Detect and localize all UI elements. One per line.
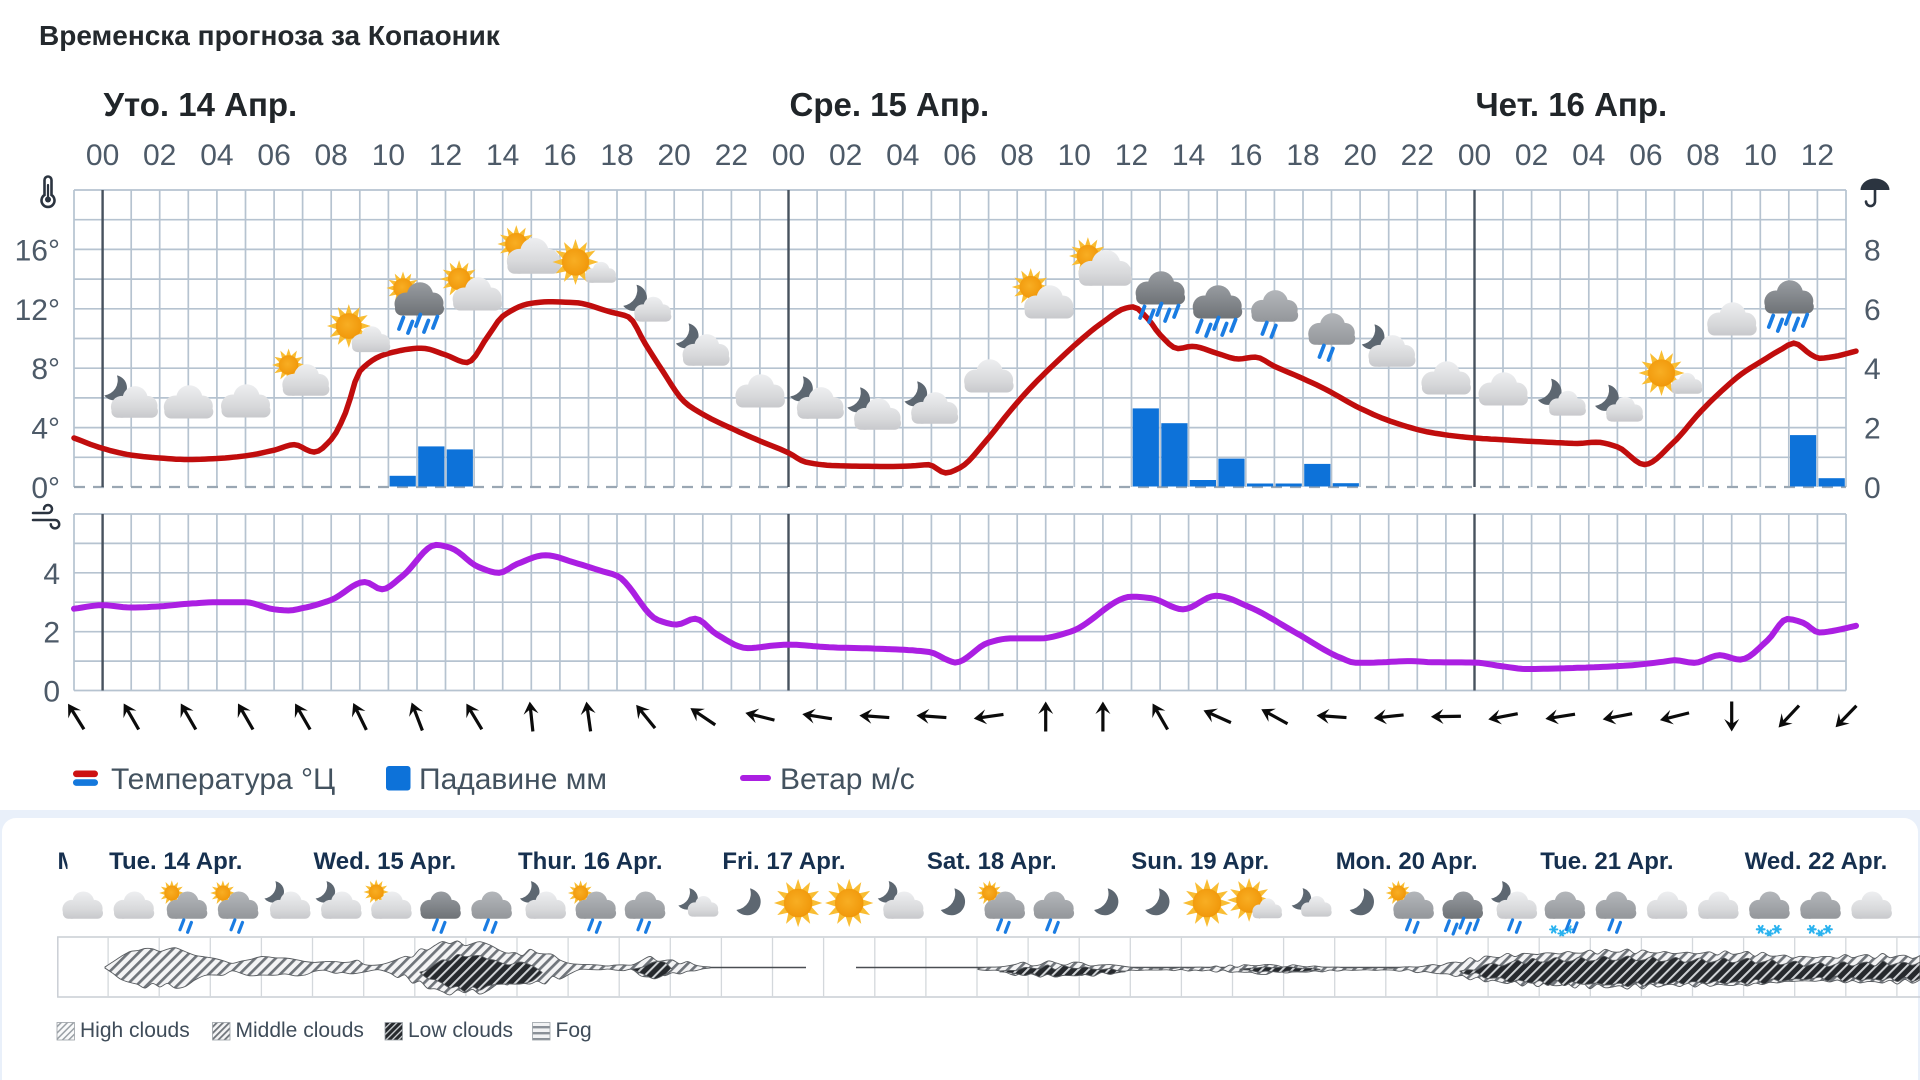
svg-text:04: 04 xyxy=(200,139,233,172)
svg-text:18: 18 xyxy=(600,139,633,172)
svg-text:06: 06 xyxy=(257,139,290,172)
svg-text:08: 08 xyxy=(315,139,348,172)
svg-text:8: 8 xyxy=(1864,234,1881,267)
svg-text:Wed. 15 Apr.: Wed. 15 Apr. xyxy=(314,848,457,875)
svg-text:Сре. 15 Апр.: Сре. 15 Апр. xyxy=(790,86,990,123)
svg-text:22: 22 xyxy=(1401,139,1434,172)
svg-text:14: 14 xyxy=(1172,139,1205,172)
svg-text:Ветар м/с: Ветар м/с xyxy=(780,763,915,796)
svg-text:00: 00 xyxy=(86,139,119,172)
svg-text:08: 08 xyxy=(1001,139,1034,172)
svg-text:4°: 4° xyxy=(31,413,60,446)
svg-text:Wed. 22 Apr.: Wed. 22 Apr. xyxy=(1745,848,1888,875)
svg-text:2: 2 xyxy=(43,617,60,650)
svg-text:00: 00 xyxy=(1458,139,1491,172)
svg-text:18: 18 xyxy=(1286,139,1319,172)
svg-text:08: 08 xyxy=(1686,139,1719,172)
svg-text:22: 22 xyxy=(715,139,748,172)
svg-text:6: 6 xyxy=(1864,294,1881,327)
svg-text:0: 0 xyxy=(1864,472,1881,505)
svg-text:04: 04 xyxy=(886,139,919,172)
svg-text:Thur. 16 Apr.: Thur. 16 Apr. xyxy=(518,848,662,875)
svg-text:00: 00 xyxy=(772,139,805,172)
svg-text:Уто. 14 Апр.: Уто. 14 Апр. xyxy=(104,86,298,123)
svg-text:10: 10 xyxy=(1058,139,1091,172)
svg-text:10: 10 xyxy=(372,139,405,172)
svg-text:2: 2 xyxy=(1864,413,1881,446)
svg-text:0: 0 xyxy=(43,676,60,709)
svg-text:Чет. 16 Апр.: Чет. 16 Апр. xyxy=(1476,86,1668,123)
svg-text:04: 04 xyxy=(1572,139,1605,172)
svg-text:Временска прогноза за Копаоник: Временска прогноза за Копаоник xyxy=(39,20,501,51)
svg-text:12: 12 xyxy=(429,139,462,172)
svg-text:8°: 8° xyxy=(31,353,60,386)
svg-text:20: 20 xyxy=(1343,139,1376,172)
svg-text:Температура °Ц: Температура °Ц xyxy=(111,763,335,796)
svg-text:14: 14 xyxy=(486,139,519,172)
svg-text:Tue. 21 Apr.: Tue. 21 Apr. xyxy=(1540,848,1673,875)
svg-text:Падавине мм: Падавине мм xyxy=(419,763,607,796)
svg-text:Sat. 18 Apr.: Sat. 18 Apr. xyxy=(927,848,1057,875)
svg-text:Tue. 14 Apr.: Tue. 14 Apr. xyxy=(109,848,242,875)
svg-text:02: 02 xyxy=(829,139,862,172)
svg-text:16: 16 xyxy=(1229,139,1262,172)
svg-text:High clouds: High clouds xyxy=(80,1019,190,1042)
svg-text:12°: 12° xyxy=(15,294,60,327)
svg-text:Low clouds: Low clouds xyxy=(408,1019,513,1042)
svg-text:06: 06 xyxy=(1629,139,1662,172)
svg-text:20: 20 xyxy=(658,139,691,172)
svg-text:4: 4 xyxy=(1864,353,1881,386)
svg-text:Fri. 17 Apr.: Fri. 17 Apr. xyxy=(722,848,845,875)
svg-text:12: 12 xyxy=(1801,139,1834,172)
svg-text:02: 02 xyxy=(1515,139,1548,172)
svg-text:10: 10 xyxy=(1744,139,1777,172)
svg-text:16: 16 xyxy=(543,139,576,172)
svg-text:Middle clouds: Middle clouds xyxy=(236,1019,364,1042)
svg-text:Mon. 13 Apr.: Mon. 13 Apr. xyxy=(58,848,200,875)
svg-text:0°: 0° xyxy=(31,472,60,505)
svg-text:4: 4 xyxy=(43,558,60,591)
svg-text:12: 12 xyxy=(1115,139,1148,172)
svg-text:Sun. 19 Apr.: Sun. 19 Apr. xyxy=(1131,848,1269,875)
svg-text:Mon. 20 Apr.: Mon. 20 Apr. xyxy=(1336,848,1478,875)
svg-text:16°: 16° xyxy=(15,234,60,267)
svg-text:Fog: Fog xyxy=(556,1019,592,1042)
svg-text:06: 06 xyxy=(943,139,976,172)
svg-text:02: 02 xyxy=(143,139,176,172)
